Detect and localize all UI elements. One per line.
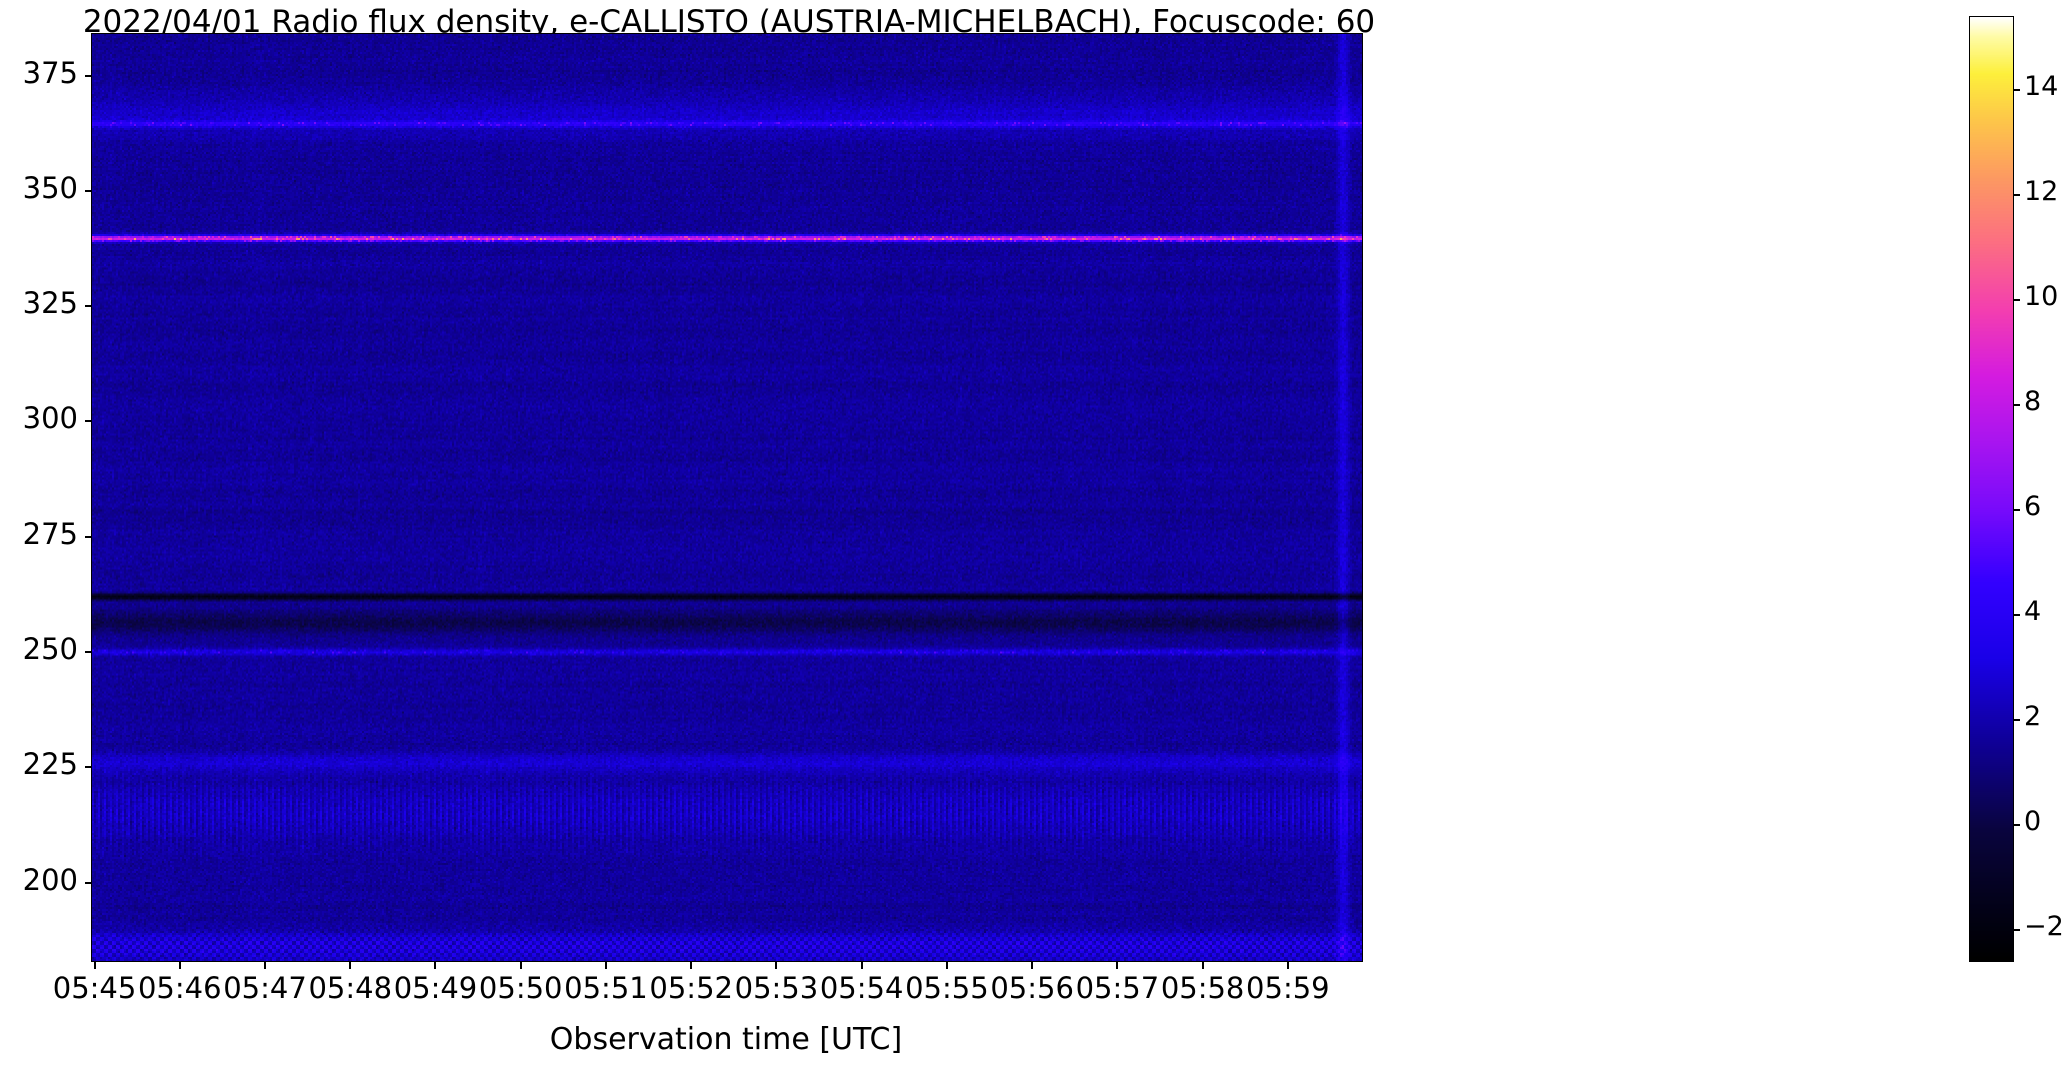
x-axis-tick-mark bbox=[1286, 962, 1289, 969]
colorbar-tick-label: −2 bbox=[2024, 910, 2064, 942]
x-axis-tick-label: 05:49 bbox=[393, 971, 478, 1005]
x-axis-tick-mark bbox=[1031, 962, 1034, 969]
y-axis-tick-label: 375 bbox=[22, 55, 78, 90]
x-axis-tick-label: 05:56 bbox=[990, 971, 1074, 1005]
colorbar-tick-mark bbox=[2013, 718, 2020, 721]
colorbar-tick-label: 6 bbox=[2024, 490, 2042, 522]
colorbar-tick-mark bbox=[2013, 194, 2020, 197]
colorbar-tick-label: 10 bbox=[2024, 281, 2059, 313]
colorbar-tick-label: 4 bbox=[2024, 595, 2042, 627]
x-axis-tick-label: 05:59 bbox=[1246, 971, 1330, 1005]
y-axis-tick-mark bbox=[85, 651, 92, 653]
x-axis-tick-label: 05:46 bbox=[137, 971, 222, 1005]
x-axis-tick-label: 05:54 bbox=[819, 971, 904, 1005]
colorbar-tick-mark bbox=[2013, 89, 2020, 92]
y-axis-tick-label: 350 bbox=[22, 170, 78, 205]
x-axis-tick-label: 05:52 bbox=[649, 971, 733, 1005]
x-axis-tick-mark bbox=[1116, 962, 1119, 969]
x-axis-tick-label: 05:53 bbox=[734, 971, 819, 1005]
colorbar-tick-mark bbox=[2013, 404, 2020, 407]
y-axis-tick-mark bbox=[85, 305, 92, 308]
y-axis-tick-mark bbox=[85, 535, 92, 538]
colorbar-tick-mark bbox=[2013, 823, 2020, 826]
y-axis-tick-label: 275 bbox=[22, 516, 78, 551]
colorbar-tick-mark bbox=[2013, 508, 2020, 511]
x-axis-tick-mark bbox=[264, 962, 267, 969]
y-axis-tick-mark bbox=[85, 74, 92, 77]
colorbar-tick-mark bbox=[2013, 613, 2020, 616]
x-axis-tick-mark bbox=[434, 962, 437, 969]
x-axis-tick-mark bbox=[775, 962, 778, 969]
x-axis-tick-mark bbox=[690, 962, 693, 969]
y-axis-tick-label: 225 bbox=[22, 747, 78, 782]
spectrogram-heatmap[interactable] bbox=[92, 34, 1362, 961]
y-axis-tick-mark bbox=[85, 420, 92, 423]
colorbar[interactable] bbox=[1969, 16, 2014, 962]
x-axis-tick-label: 05:47 bbox=[223, 971, 307, 1005]
colorbar-tick-label: 12 bbox=[2024, 176, 2059, 208]
colorbar-tick-label: 2 bbox=[2024, 700, 2042, 732]
x-axis-tick-label: 05:58 bbox=[1160, 971, 1245, 1005]
x-axis-tick-label: 05:45 bbox=[52, 971, 137, 1005]
x-axis-tick-label: 05:57 bbox=[1075, 971, 1160, 1005]
x-axis-tick-mark bbox=[945, 962, 948, 969]
x-axis-tick-mark bbox=[349, 962, 352, 969]
colorbar-tick-mark bbox=[2013, 928, 2020, 931]
y-axis-tick-label: 250 bbox=[22, 632, 78, 666]
y-axis-tick-label: 325 bbox=[22, 286, 78, 321]
x-axis-label: Observation time [UTC] bbox=[549, 1022, 903, 1057]
x-axis-tick-mark bbox=[519, 962, 522, 969]
colorbar-tick-label: 8 bbox=[2024, 386, 2042, 418]
colorbar-gradient bbox=[1970, 17, 2013, 961]
y-axis-tick-mark bbox=[85, 189, 92, 192]
spectrogram-plot-area[interactable] bbox=[91, 33, 1363, 962]
x-axis-tick-label: 05:51 bbox=[564, 971, 648, 1005]
x-axis-tick-mark bbox=[178, 962, 181, 969]
colorbar-tick-mark bbox=[2013, 299, 2020, 302]
y-axis-tick-label: 200 bbox=[22, 862, 78, 897]
x-axis-tick-label: 05:50 bbox=[478, 971, 563, 1005]
x-axis-tick-mark bbox=[860, 962, 863, 969]
colorbar-tick-label: 14 bbox=[2024, 71, 2059, 103]
x-axis-tick-label: 05:48 bbox=[308, 971, 393, 1005]
x-axis-tick-mark bbox=[1201, 962, 1204, 969]
x-axis-tick-mark bbox=[604, 962, 607, 969]
colorbar-tick-label: 0 bbox=[2024, 805, 2042, 837]
x-axis-tick-mark bbox=[93, 962, 96, 969]
x-axis-tick-label: 05:55 bbox=[905, 971, 989, 1005]
y-axis-tick-label: 300 bbox=[22, 401, 78, 436]
y-axis-tick-mark bbox=[85, 881, 92, 884]
y-axis-tick-mark bbox=[85, 766, 92, 769]
